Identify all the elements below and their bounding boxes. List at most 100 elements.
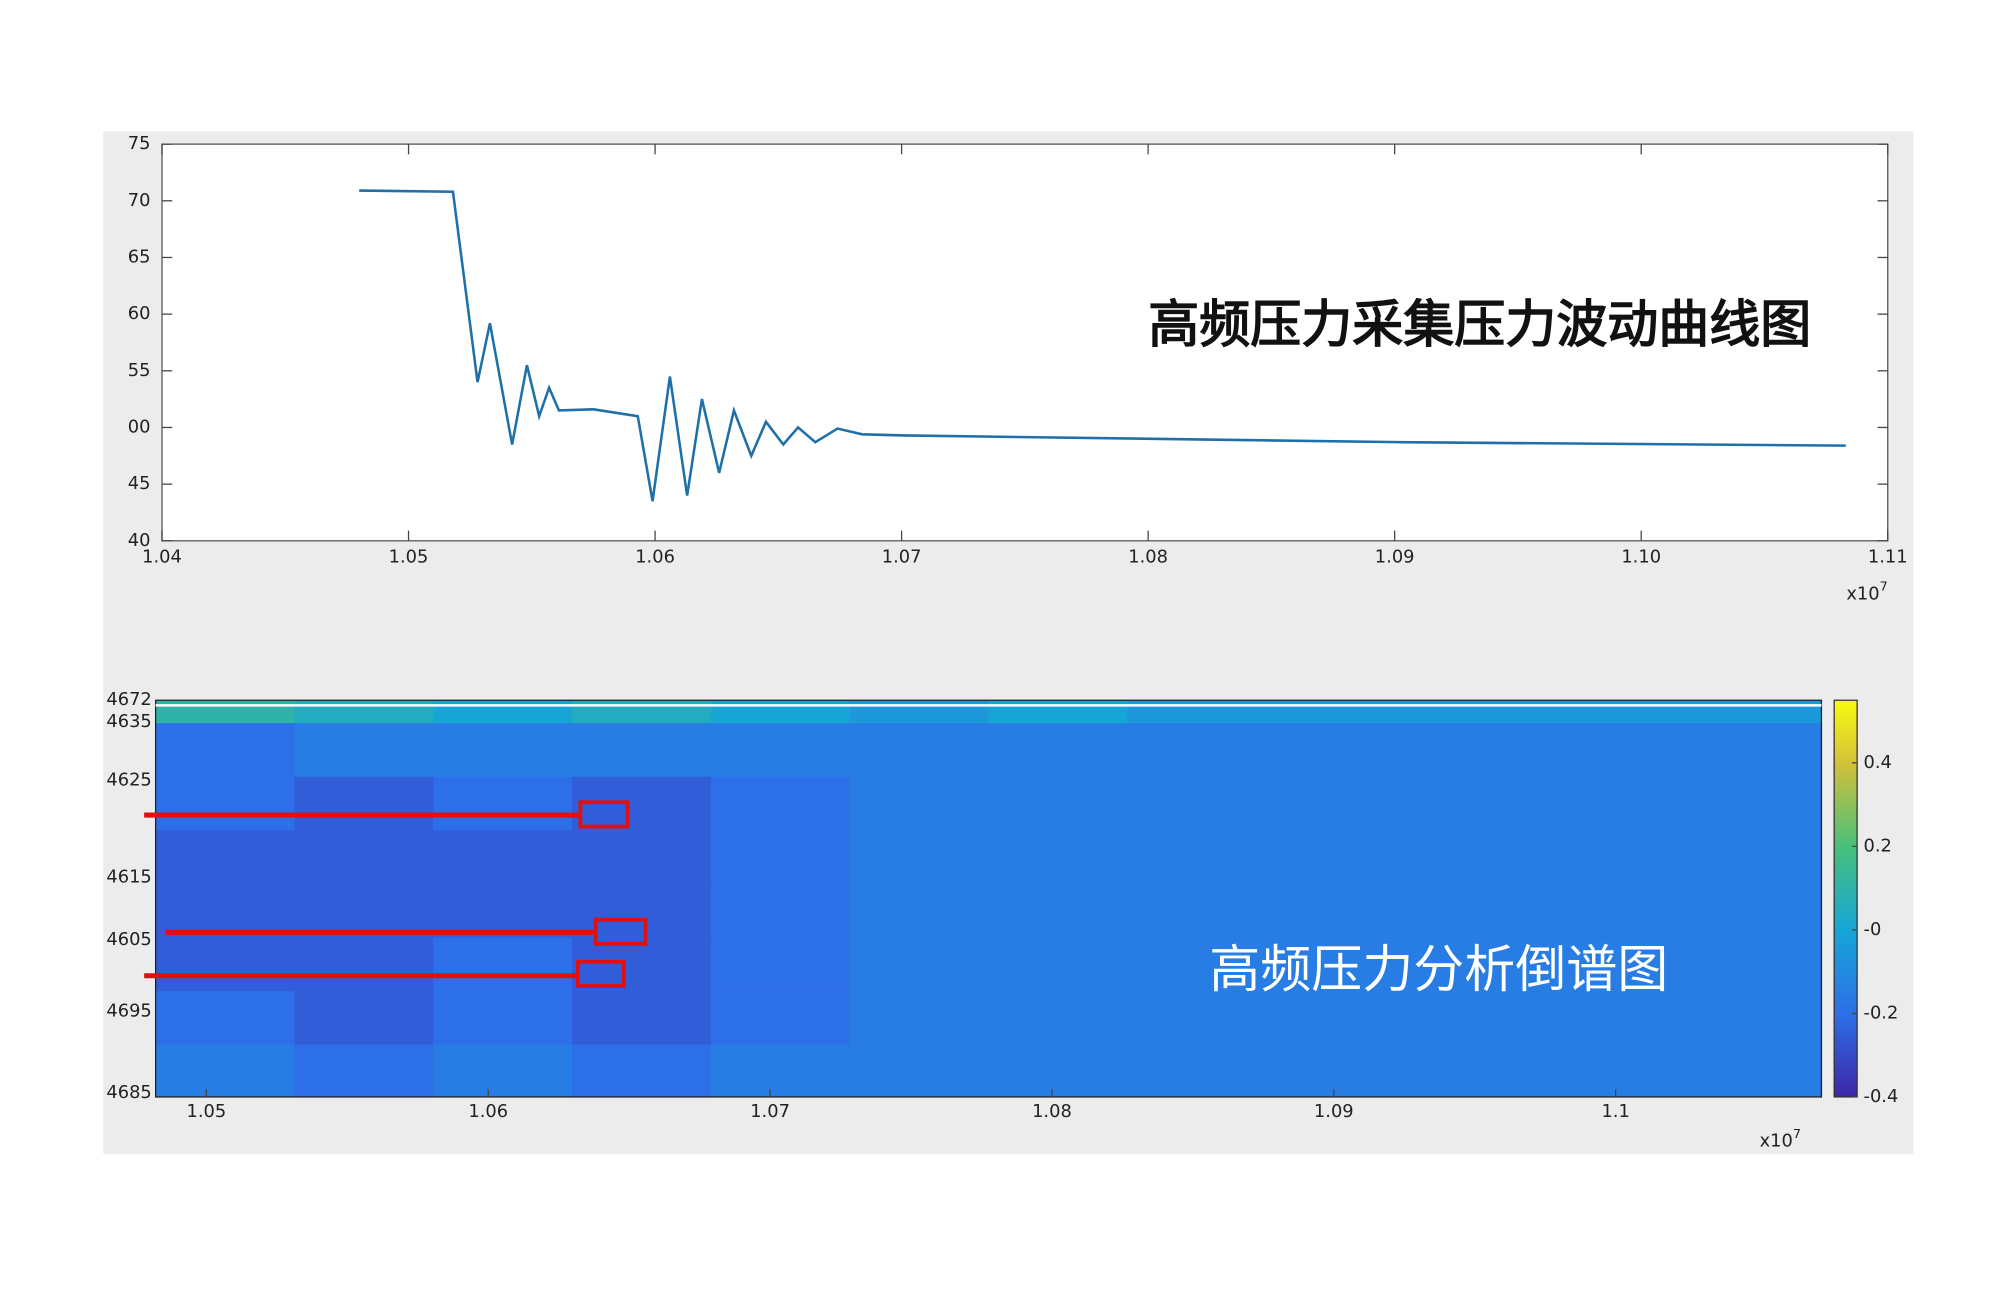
- y-tick-label: 55: [128, 360, 151, 381]
- heatmap-cell: [710, 723, 851, 778]
- heatmap-cell: [1543, 776, 1684, 831]
- heatmap-title: 高频压力分析倒谱图: [1209, 941, 1668, 1000]
- heatmap-cell: [1266, 1044, 1406, 1098]
- heatmap-cell: [849, 830, 990, 885]
- heatmap-cell: [988, 883, 1128, 939]
- heatmap-cell: [1404, 991, 1545, 1046]
- heatmap-cell: [155, 991, 296, 1046]
- colorbar-tick-label: 0.4: [1864, 752, 1892, 773]
- heatmap-cell: [433, 723, 573, 778]
- x-multiplier-exponent: 7: [1880, 579, 1888, 594]
- heatmap-cell: [710, 937, 851, 992]
- line-chart-title: 高频压力采集压力波动曲线图: [1148, 296, 1811, 355]
- heatmap-cell: [1404, 830, 1545, 885]
- heatmap-cell: [572, 1044, 712, 1098]
- heatmap-cell: [1266, 700, 1406, 724]
- x-tick-label: 1.11: [1868, 546, 1908, 567]
- heatmap-cell: [572, 700, 712, 724]
- annotation-box: [575, 959, 626, 988]
- heatmap-cell: [155, 700, 296, 724]
- x-tick-label: 1.06: [468, 1101, 508, 1122]
- colorbar-tick-label: -0.2: [1864, 1002, 1899, 1023]
- heatmap-cell: [849, 937, 990, 992]
- heatmap-cell: [988, 830, 1128, 885]
- heatmap-cell: [1682, 700, 1823, 724]
- heatmap-cell: [433, 830, 573, 885]
- heatmap-cell: [433, 1044, 573, 1098]
- heatmap-cell: [1127, 723, 1267, 778]
- y-tick-label: 75: [128, 133, 151, 154]
- heatmap-cell: [1266, 883, 1406, 939]
- heatmap-cell: [710, 883, 851, 939]
- x-multiplier-exponent: 7: [1793, 1126, 1801, 1141]
- y-tick-label: 45: [128, 473, 151, 494]
- heatmap-cell: [433, 991, 573, 1046]
- heatmap-cell: [1404, 1044, 1545, 1098]
- heatmap-cell: [849, 723, 990, 778]
- heatmap-cell: [849, 883, 990, 939]
- x-tick-label: 1.04: [142, 546, 182, 567]
- heatmap-cell: [1127, 991, 1267, 1046]
- x-tick-label: 1.08: [1032, 1101, 1072, 1122]
- heatmap-cell: [849, 991, 990, 1046]
- heatmap-cell: [1266, 830, 1406, 885]
- heatmap-cell: [155, 1044, 296, 1098]
- heatmap-cell: [710, 700, 851, 724]
- heatmap-cell: [1682, 937, 1823, 992]
- heatmap-cell: [1266, 776, 1406, 831]
- x-tick-label: 1.1: [1601, 1101, 1629, 1122]
- heatmap-cell: [710, 991, 851, 1046]
- heatmap-cell: [433, 883, 573, 939]
- heatmap-cell: [1682, 991, 1823, 1046]
- heatmap-cell: [849, 776, 990, 831]
- heatmap-cell: [294, 1044, 434, 1098]
- x-tick-label: 1.09: [1314, 1101, 1354, 1122]
- heatmap-cell: [988, 700, 1128, 724]
- heatmap-cell: [572, 937, 712, 992]
- y-tick-label: 65: [128, 246, 151, 267]
- heatmap-cell: [1543, 991, 1684, 1046]
- heatmap-cell: [1266, 723, 1406, 778]
- heatmap-cell: [1543, 937, 1684, 992]
- line-plot-area: [161, 143, 1889, 542]
- heatmap-cell: [988, 776, 1128, 831]
- heatmap-cell: [294, 700, 434, 724]
- y-tick-label: 4695: [106, 1000, 151, 1021]
- heatmap-cell: [294, 883, 434, 939]
- x-tick-label: 1.07: [882, 546, 922, 567]
- heatmap-cell: [849, 700, 990, 724]
- heatmap-cell: [1404, 776, 1545, 831]
- heatmap-frame: [154, 699, 1823, 1098]
- heatmap-cell: [294, 723, 434, 778]
- y-tick-label: 40: [128, 530, 151, 551]
- heatmap-cell: [1127, 937, 1267, 992]
- colorbar: [1833, 699, 1858, 1098]
- heatmap-cell: [1682, 776, 1823, 831]
- x-tick-label: 1.09: [1375, 546, 1415, 567]
- y-tick-label: 00: [128, 416, 151, 437]
- heatmap-cell: [1127, 883, 1267, 939]
- heatmap-cell: [1404, 723, 1545, 778]
- heatmap-cell: [1404, 883, 1545, 939]
- heatmap-cell: [1682, 830, 1823, 885]
- heatmap-cell: [1127, 776, 1267, 831]
- heatmap-cell: [294, 830, 434, 885]
- x-tick-label: 1.05: [186, 1101, 226, 1122]
- heatmap-cell: [433, 937, 573, 992]
- heatmap-cell: [1127, 700, 1267, 724]
- heatmap-cell: [1682, 1044, 1823, 1098]
- heatmap-cell: [1682, 883, 1823, 939]
- heatmap-cell: [1543, 830, 1684, 885]
- heatmap-cell: [294, 937, 434, 992]
- x-tick-label: 1.05: [389, 546, 429, 567]
- y-tick-label: 60: [128, 303, 151, 324]
- heatmap-cell: [849, 1044, 990, 1098]
- heatmap-cell: [572, 723, 712, 778]
- heatmap-cell: [1404, 700, 1545, 724]
- heatmap-cell: [155, 937, 296, 992]
- heatmap-cell: [155, 830, 296, 885]
- heatmap-cell: [155, 776, 296, 831]
- colorbar-tick-label: -0: [1864, 919, 1882, 940]
- x-tick-label: 1.06: [635, 546, 675, 567]
- heatmap-cell: [1266, 991, 1406, 1046]
